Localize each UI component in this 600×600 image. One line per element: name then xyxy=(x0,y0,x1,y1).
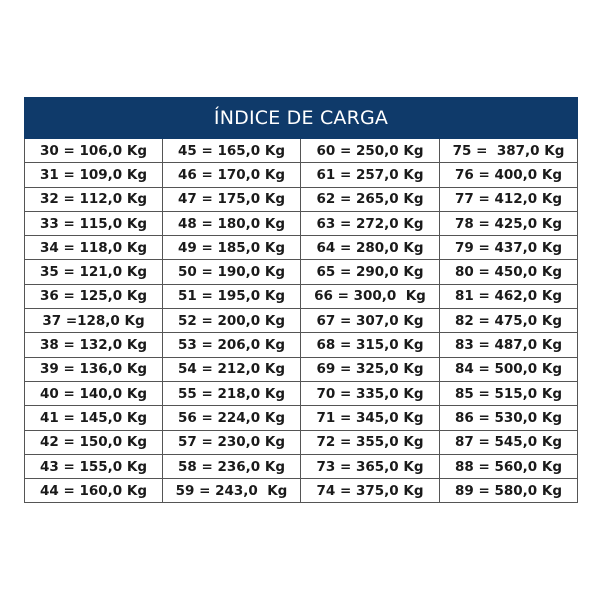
table-row: 32 = 112,0 Kg 47 = 175,0 Kg 62 = 265,0 Kg 7… xyxy=(24,186,579,212)
table-cell: 83 = 487,0 Kg xyxy=(438,332,579,358)
table-cell: 58 = 236,0 Kg xyxy=(162,453,301,480)
table-cell: 67 = 307,0 Kg xyxy=(300,308,440,334)
table-cell: 69 = 325,0 Kg xyxy=(300,356,440,382)
table-cell: 84 = 500,0 Kg xyxy=(438,356,579,382)
table-row: 33 = 115,0 Kg 48 = 180,0 Kg 63 = 272,0 Kg 7… xyxy=(24,210,579,237)
table-cell: 30 = 106,0 Kg xyxy=(24,137,163,164)
table-cell: 42 = 150,0 Kg xyxy=(24,429,163,455)
table-cell: 34 = 118,0 Kg xyxy=(24,235,163,261)
table-cell: 35 = 121,0 Kg xyxy=(24,259,163,285)
table-cell: 47 = 175,0 Kg xyxy=(162,186,301,212)
table-cell: 62 = 265,0 Kg xyxy=(300,186,440,212)
table-cell: 37 =128,0 Kg xyxy=(24,308,163,334)
table-cell: 73 = 365,0 Kg xyxy=(300,453,440,480)
table-cell: 75 = 387,0 Kg xyxy=(438,137,579,164)
table-cell: 82 = 475,0 Kg xyxy=(438,308,579,334)
table-cell: 79 = 437,0 Kg xyxy=(438,235,579,261)
table-cell: 39 = 136,0 Kg xyxy=(24,356,163,382)
table-cell: 68 = 315,0 Kg xyxy=(300,332,440,358)
table-cell: 36 = 125,0 Kg xyxy=(24,283,163,310)
table-cell: 50 = 190,0 Kg xyxy=(162,259,301,285)
table-row: 43 = 155,0 Kg 58 = 236,0 Kg 73 = 365,0 Kg 8… xyxy=(24,453,579,480)
table-cell: 77 = 412,0 Kg xyxy=(438,186,579,212)
table-row: 37 =128,0 Kg 52 = 200,0 Kg 67 = 307,0 Kg 82… xyxy=(24,308,579,334)
table-cell: 40 = 140,0 Kg xyxy=(24,380,163,407)
table-cell: 52 = 200,0 Kg xyxy=(162,308,301,334)
table-cell: 59 = 243,0 Kg xyxy=(162,478,301,504)
table-row: 40 = 140,0 Kg 55 = 218,0 Kg 70 = 335,0 Kg 8… xyxy=(24,380,579,407)
table-cell: 78 = 425,0 Kg xyxy=(438,210,579,237)
table-cell: 55 = 218,0 Kg xyxy=(162,380,301,407)
table-cell: 61 = 257,0 Kg xyxy=(300,162,440,188)
load-index-table: ÍNDICE DE CARGA 30 = 106,0 Kg 45 = 165,0 … xyxy=(23,97,579,504)
table-cell: 60 = 250,0 Kg xyxy=(300,137,440,164)
table-cell: 41 = 145,0 Kg xyxy=(24,405,163,431)
table-title: ÍNDICE DE CARGA xyxy=(23,97,579,139)
table-cell: 57 = 230,0 Kg xyxy=(162,429,301,455)
table-cell: 45 = 165,0 Kg xyxy=(162,137,301,164)
table-cell: 66 = 300,0 Kg xyxy=(300,283,440,310)
table-cell: 63 = 272,0 Kg xyxy=(300,210,440,237)
table-cell: 32 = 112,0 Kg xyxy=(24,186,163,212)
table-row: 34 = 118,0 Kg 49 = 185,0 Kg 64 = 280,0 Kg 7… xyxy=(24,235,579,261)
table-row: 41 = 145,0 Kg 56 = 224,0 Kg 71 = 345,0 Kg 8… xyxy=(24,405,579,431)
table-cell: 38 = 132,0 Kg xyxy=(24,332,163,358)
table-cell: 53 = 206,0 Kg xyxy=(162,332,301,358)
table-cell: 54 = 212,0 Kg xyxy=(162,356,301,382)
table-cell: 51 = 195,0 Kg xyxy=(162,283,301,310)
table-row: 36 = 125,0 Kg 51 = 195,0 Kg 66 = 300,0 Kg 8… xyxy=(24,283,579,310)
table-cell: 76 = 400,0 Kg xyxy=(438,162,579,188)
table-row: 39 = 136,0 Kg 54 = 212,0 Kg 69 = 325,0 Kg 8… xyxy=(24,356,579,382)
table-cell: 64 = 280,0 Kg xyxy=(300,235,440,261)
table-row: 31 = 109,0 Kg 46 = 170,0 Kg 61 = 257,0 Kg 7… xyxy=(24,162,579,188)
table-row: 44 = 160,0 Kg 59 = 243,0 Kg 74 = 375,0 Kg 8… xyxy=(24,478,579,504)
table-cell: 80 = 450,0 Kg xyxy=(438,259,579,285)
table-cell: 74 = 375,0 Kg xyxy=(300,478,440,504)
table-cell: 89 = 580,0 Kg xyxy=(438,478,579,504)
table-cell: 44 = 160,0 Kg xyxy=(24,478,163,504)
table-cell: 72 = 355,0 Kg xyxy=(300,429,440,455)
table-cell: 71 = 345,0 Kg xyxy=(300,405,440,431)
table-cell: 85 = 515,0 Kg xyxy=(438,380,579,407)
table-cell: 46 = 170,0 Kg xyxy=(162,162,301,188)
table-row: 30 = 106,0 Kg 45 = 165,0 Kg 60 = 250,0 Kg 7… xyxy=(24,137,579,164)
table-cell: 65 = 290,0 Kg xyxy=(300,259,440,285)
table-row: 42 = 150,0 Kg 57 = 230,0 Kg 72 = 355,0 Kg 8… xyxy=(24,429,579,455)
table-cell: 49 = 185,0 Kg xyxy=(162,235,301,261)
table-cell: 48 = 180,0 Kg xyxy=(162,210,301,237)
table-cell: 86 = 530,0 Kg xyxy=(438,405,579,431)
table-cell: 70 = 335,0 Kg xyxy=(300,380,440,407)
table-cell: 87 = 545,0 Kg xyxy=(438,429,579,455)
table-header-row: ÍNDICE DE CARGA xyxy=(23,97,579,139)
table-cell: 33 = 115,0 Kg xyxy=(24,210,163,237)
table-row: 38 = 132,0 Kg 53 = 206,0 Kg 68 = 315,0 Kg 8… xyxy=(24,332,579,358)
table-cell: 81 = 462,0 Kg xyxy=(438,283,579,310)
table-cell: 31 = 109,0 Kg xyxy=(24,162,163,188)
table-row: 35 = 121,0 Kg 50 = 190,0 Kg 65 = 290,0 Kg 8… xyxy=(24,259,579,285)
table-cell: 56 = 224,0 Kg xyxy=(162,405,301,431)
table-cell: 88 = 560,0 Kg xyxy=(438,453,579,480)
table-cell: 43 = 155,0 Kg xyxy=(24,453,163,480)
